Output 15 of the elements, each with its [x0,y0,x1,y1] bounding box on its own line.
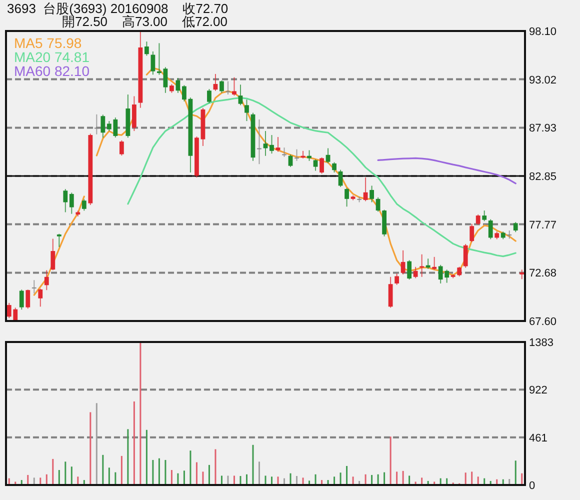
text: MA5 75.98 [14,35,82,51]
y-tick-label: 461 [529,432,548,444]
y-tick-label: 87.93 [529,122,557,135]
text: MA20 74.81 [14,49,90,65]
y-tick-label: 67.60 [529,316,557,328]
y-tick-label: 72.68 [529,268,557,280]
y-tick-label: 1383 [529,337,554,349]
chart-title: 3693 台股(3693) 20160908 收72.70 [7,1,228,16]
y-tick-label: 82.85 [529,171,557,183]
y-tick-label: 93.02 [529,74,557,86]
y-tick-label: 922 [529,384,548,397]
y-tick-label: 77.77 [529,219,557,232]
y-tick-label: 98.10 [529,26,557,38]
y-tick-label: 0 [529,480,536,492]
text: MA60 82.10 [14,63,90,79]
